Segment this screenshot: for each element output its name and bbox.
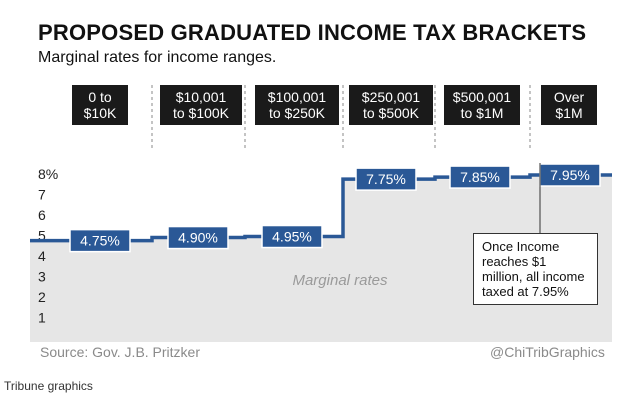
bracket-label-5: Over $1M [541,85,597,125]
bracket-label-1: $10,001 to $100K [160,85,242,125]
marginal-rate-area [30,175,612,342]
bracket-label-3: $250,001 to $500K [349,85,433,125]
source-note: Source: Gov. J.B. Pritzker [40,344,201,360]
bracket-label-line: to $1M [460,105,504,121]
bracket-label-line: $250,001 [361,89,421,105]
rate-label-box [261,224,323,249]
bracket-label-line: to $100K [172,105,230,121]
y-tick-label: 4 [38,248,46,264]
bracket-label-line: $10K [83,105,117,121]
rate-label-box [167,225,229,250]
credit-note: Tribune graphics [4,379,93,393]
area-label: Marginal rates [292,272,388,289]
y-tick-label: 8% [38,166,58,182]
y-tick-label: 6 [38,207,46,223]
rate-label-box [449,165,511,189]
bracket-label-line: 0 to [88,89,112,105]
bracket-label-line: $500,001 [452,89,512,105]
social-handle: @ChiTribGraphics [490,344,605,360]
y-tick-label: 1 [38,310,46,326]
bracket-label-line: $1M [555,105,583,121]
bracket-label-line: $10,001 [175,89,227,105]
rate-label-text: 4.90% [178,230,218,246]
bracket-label-line: Over [553,89,585,105]
bracket-label-line: $100,001 [267,89,327,105]
marginal-rate-line [30,173,612,243]
callout-box: Once Income reaches $1 million, all inco… [473,233,598,305]
rate-label-3: 7.75% [355,167,417,191]
y-tick-label: 5 [38,228,46,244]
rate-label-text: 7.75% [366,171,406,187]
y-tick-label: 7 [38,187,46,203]
rate-label-text: 4.75% [80,233,120,249]
chart-subtitle: Marginal rates for income ranges. [38,49,277,66]
y-tick-label: 3 [38,269,46,285]
rate-label-4: 7.85% [449,165,511,189]
rate-label-text: 4.95% [272,229,312,245]
rate-label-1: 4.90% [167,225,229,250]
bracket-label-0: 0 to $10K [72,85,128,125]
bracket-label-4: $500,001 to $1M [444,85,520,125]
rate-label-0: 4.75% [69,228,131,253]
y-tick-label: 2 [38,289,46,305]
bracket-label-line: to $500K [362,105,420,121]
rate-label-2: 4.95% [261,224,323,249]
rate-label-box [69,228,131,253]
rate-label-text: 7.95% [550,167,590,183]
rate-label-5: 7.95% [539,163,601,187]
rate-label-box [355,167,417,191]
rate-label-text: 7.85% [460,169,500,185]
bracket-label-line: to $250K [268,105,326,121]
bracket-label-2: $100,001 to $250K [255,85,339,125]
chart-title: PROPOSED GRADUATED INCOME TAX BRACKETS [38,20,587,45]
